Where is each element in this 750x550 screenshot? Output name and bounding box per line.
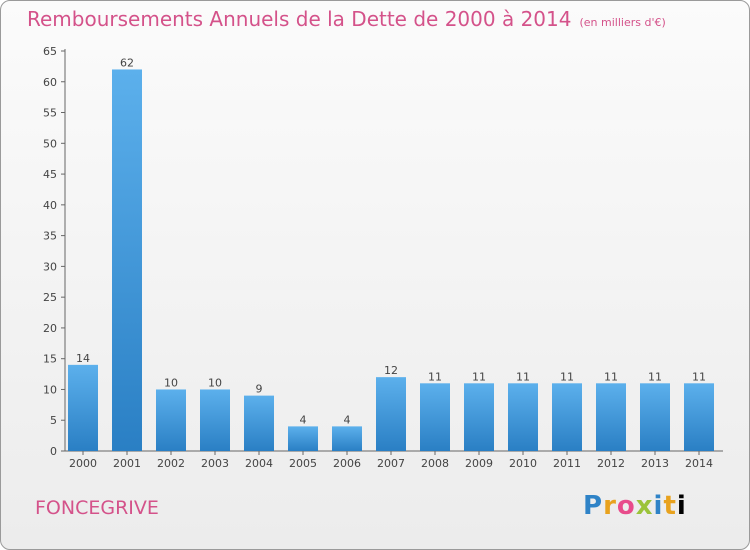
bar [684,383,714,451]
y-tick-label: 20 [43,322,57,335]
bar-value-label: 14 [76,352,90,365]
bar [288,426,318,451]
x-tick-label: 2011 [553,457,581,470]
bar [376,377,406,451]
x-tick-label: 2007 [377,457,405,470]
bar-value-label: 4 [300,413,307,426]
y-tick-label: 0 [50,445,57,458]
proxiti-logo: Proxiti [583,491,687,521]
bar-value-label: 9 [256,383,263,396]
y-tick-label: 30 [43,260,57,273]
bar [552,383,582,451]
bar-value-label: 11 [428,370,442,383]
x-tick-label: 2006 [333,457,361,470]
x-tick-label: 2012 [597,457,625,470]
bar [68,364,98,451]
x-tick-label: 2000 [69,457,97,470]
bar [244,395,274,451]
y-tick-label: 45 [43,168,57,181]
x-tick-label: 2001 [113,457,141,470]
x-tick-label: 2014 [685,457,713,470]
y-tick-label: 15 [43,353,57,366]
bar-value-label: 11 [472,370,486,383]
y-tick-label: 65 [43,45,57,58]
y-tick-label: 5 [50,414,57,427]
y-tick-label: 50 [43,137,57,150]
y-tick-label: 10 [43,383,57,396]
bar [464,383,494,451]
bar [112,69,142,451]
bar [332,426,362,451]
x-tick-label: 2008 [421,457,449,470]
title-text: Remboursements Annuels de la Dette de 20… [27,7,572,31]
bars [68,69,714,451]
y-tick-label: 40 [43,199,57,212]
x-tick-label: 2010 [509,457,537,470]
y-tick-label: 35 [43,230,57,243]
bar-value-label: 10 [164,376,178,389]
bar-value-label: 11 [560,370,574,383]
bar [640,383,670,451]
bar [200,389,230,451]
x-tick-label: 2003 [201,457,229,470]
y-tick-label: 55 [43,107,57,120]
x-tick-label: 2005 [289,457,317,470]
axes: 0 5 10 15 20 25 30 35 40 45 50 55 60 65 [43,45,723,458]
bar [420,383,450,451]
bar [596,383,626,451]
x-tick-label: 2004 [245,457,273,470]
bar [508,383,538,451]
commune-name: FONCEGRIVE [35,497,159,519]
bar-value-label: 11 [604,370,618,383]
y-tick-label: 60 [43,76,57,89]
bar-value-label: 12 [384,364,398,377]
x-tick-label: 2002 [157,457,185,470]
x-tick-label: 2013 [641,457,669,470]
bar-value-label: 10 [208,376,222,389]
bar-value-label: 62 [120,56,134,69]
x-tick-label: 2009 [465,457,493,470]
y-tick-label: 25 [43,291,57,304]
bar-value-label: 11 [648,370,662,383]
bar [156,389,186,451]
bar-value-label: 11 [692,370,706,383]
chart-title: Remboursements Annuels de la Dette de 20… [27,7,666,31]
labels: 14 2000 62 2001 10 2002 10 2003 9 2004 4 2005 4 2006 1… [69,56,713,470]
unit-note: (en milliers d'€) [579,16,666,29]
bar-value-label: 4 [344,413,351,426]
bar-value-label: 11 [516,370,530,383]
